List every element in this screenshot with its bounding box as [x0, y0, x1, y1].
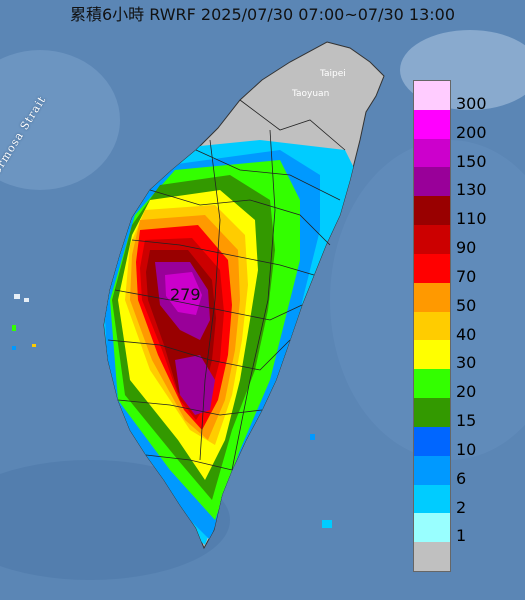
legend-swatch [414, 455, 450, 485]
city-label-taoyuan: Taoyuan [291, 89, 329, 99]
legend-swatch [414, 426, 450, 456]
legend-label: 1 [456, 526, 467, 546]
green-island [310, 434, 315, 440]
legend-swatch [414, 81, 450, 110]
legend-swatch [414, 542, 450, 572]
legend-label: 70 [456, 266, 477, 286]
legend-label: 130 [456, 180, 487, 200]
legend-swatch [414, 311, 450, 341]
penghu-islands [12, 294, 36, 350]
legend-label: 110 [456, 209, 487, 229]
legend-swatch [414, 484, 450, 514]
legend-swatch [414, 109, 450, 139]
legend-label: 40 [456, 324, 477, 344]
legend-swatch [414, 398, 450, 427]
map-title: 累積6小時 RWRF 2025/07/30 07:00~07/30 13:00 [69, 5, 456, 24]
legend-swatch [414, 369, 450, 399]
legend-swatch [414, 138, 450, 168]
legend-label: 150 [456, 151, 487, 171]
orchid-island [322, 520, 332, 528]
legend-label: 300 [456, 94, 487, 113]
color-legend [413, 80, 451, 572]
legend-swatch [414, 282, 450, 312]
legend-swatch [414, 225, 450, 254]
legend-swatch [414, 196, 450, 226]
city-label-taipei: Taipei [319, 69, 346, 79]
legend-label: 20 [456, 382, 477, 402]
legend-swatch [414, 513, 450, 543]
rainfall-shading [104, 140, 360, 545]
legend-label: 2 [456, 497, 467, 517]
legend-label: 6 [456, 468, 467, 488]
district-boundaries [107, 99, 346, 471]
legend-label: 90 [456, 238, 477, 258]
legend-label: 50 [456, 295, 477, 315]
max-rainfall-label: 279 [170, 285, 201, 304]
legend-label: 10 [456, 439, 477, 459]
legend-swatch [414, 253, 450, 283]
legend-label: 200 [456, 122, 487, 142]
legend-label: 15 [456, 411, 477, 431]
legend-label: 30 [456, 353, 477, 373]
legend-swatch [414, 340, 450, 370]
legend-swatch [414, 167, 450, 197]
